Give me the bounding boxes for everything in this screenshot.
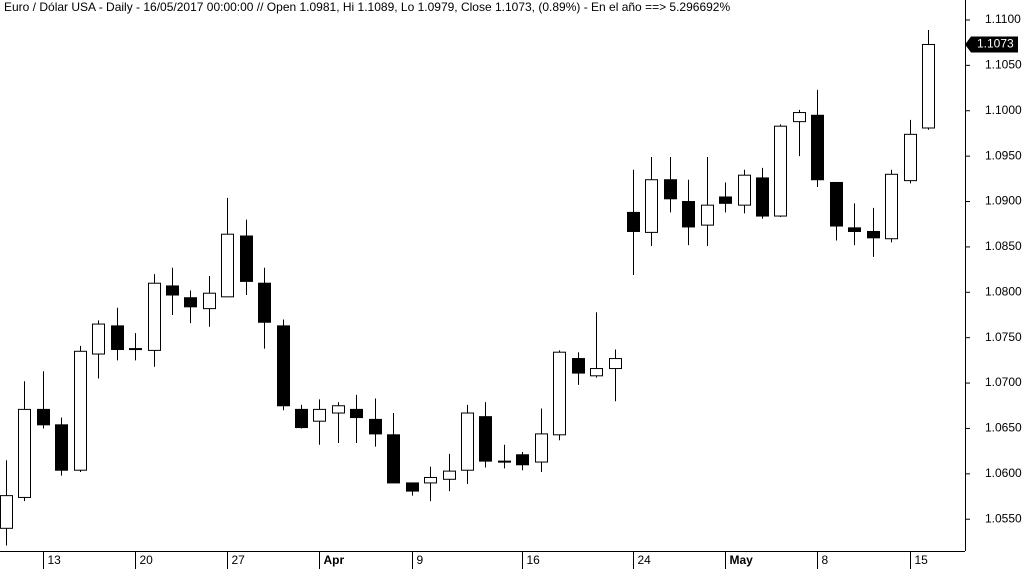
y-tick-label: 1.0850	[985, 239, 1022, 253]
up-body	[645, 179, 658, 233]
up-body	[0, 495, 13, 529]
up-body	[738, 174, 751, 206]
down-body	[37, 408, 50, 426]
x-tick-label: 13	[48, 553, 62, 567]
down-body	[572, 358, 585, 374]
last-price-label: 1.1073	[977, 37, 1014, 51]
up-body	[461, 412, 474, 471]
y-tick-label: 1.0700	[985, 375, 1022, 389]
last-price-tag	[965, 36, 1018, 53]
down-body	[479, 416, 492, 462]
y-tick-label: 1.0950	[985, 148, 1022, 162]
down-body	[240, 235, 253, 282]
down-body	[498, 460, 511, 463]
down-body	[55, 424, 68, 471]
x-tick-label: 15	[915, 553, 929, 567]
up-body	[313, 408, 326, 422]
x-tick-label: 16	[527, 553, 541, 567]
down-body	[184, 297, 197, 308]
y-tick-label: 1.0550	[985, 511, 1022, 525]
y-tick-label: 1.0750	[985, 330, 1022, 344]
up-body	[590, 368, 603, 377]
up-body	[774, 125, 787, 217]
up-body	[443, 470, 456, 480]
down-body	[848, 227, 861, 232]
y-tick-label: 1.0600	[985, 466, 1022, 480]
down-body	[627, 211, 640, 232]
up-body	[148, 282, 161, 351]
down-body	[277, 325, 290, 407]
down-body	[756, 177, 769, 217]
x-tick-label: Apr	[324, 553, 345, 567]
down-body	[516, 454, 529, 466]
down-body	[406, 482, 419, 492]
up-body	[18, 408, 31, 498]
x-tick-label: 9	[417, 553, 424, 567]
x-tick-label: 8	[822, 553, 829, 567]
up-body	[553, 351, 566, 436]
up-body	[793, 112, 806, 123]
down-body	[867, 230, 880, 239]
up-body	[701, 204, 714, 226]
down-body	[719, 196, 732, 204]
up-body	[332, 405, 345, 414]
up-body	[535, 433, 548, 463]
down-body	[682, 201, 695, 228]
down-body	[258, 282, 271, 323]
up-body	[424, 476, 437, 484]
x-tick-label: 27	[232, 553, 246, 567]
up-body	[609, 358, 622, 370]
down-body	[369, 418, 382, 435]
down-body	[166, 285, 179, 296]
down-body	[387, 434, 400, 484]
down-body	[664, 179, 677, 200]
down-body	[295, 408, 308, 429]
up-body	[221, 233, 234, 298]
x-tick-label: 20	[140, 553, 154, 567]
down-body	[350, 408, 363, 419]
down-body	[129, 348, 142, 351]
x-tick-label: 24	[638, 553, 652, 567]
down-body	[830, 181, 843, 227]
y-tick-label: 1.1050	[985, 58, 1022, 72]
y-tick-label: 1.0900	[985, 194, 1022, 208]
down-body	[111, 325, 124, 350]
y-tick-label: 1.0650	[985, 421, 1022, 435]
up-body	[74, 350, 87, 471]
y-tick-label: 1.1000	[985, 103, 1022, 117]
chart-title: Euro / Dólar USA - Daily - 16/05/2017 00…	[4, 0, 730, 14]
up-body	[203, 292, 216, 310]
up-body	[92, 323, 105, 355]
down-body	[811, 114, 824, 181]
up-body	[885, 173, 898, 240]
up-body	[922, 43, 935, 129]
up-body	[904, 133, 917, 182]
y-tick-label: 1.1100	[985, 12, 1021, 26]
x-tick-label: May	[730, 553, 754, 567]
y-tick-label: 1.0800	[985, 284, 1022, 298]
